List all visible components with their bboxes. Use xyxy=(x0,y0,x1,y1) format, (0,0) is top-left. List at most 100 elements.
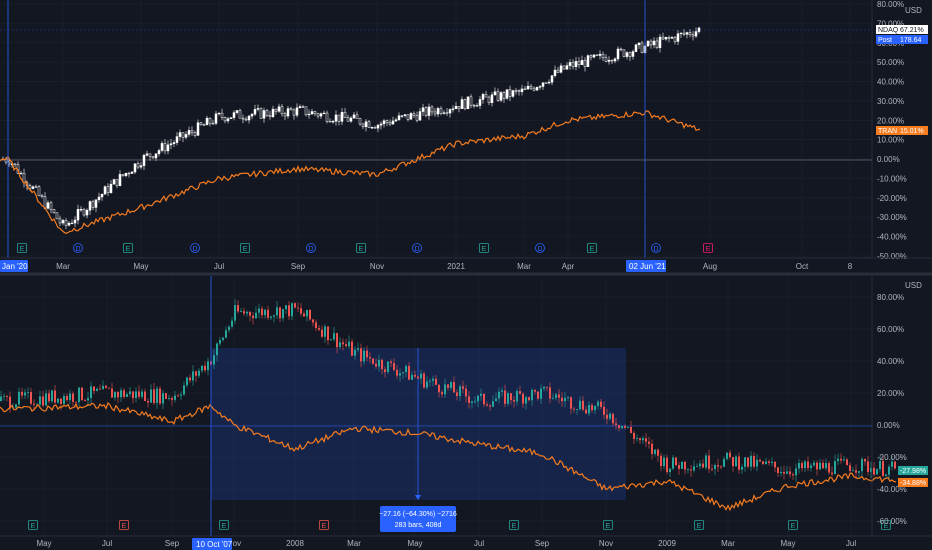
top-y-tick-label: 20.00% xyxy=(877,116,904,125)
series-a-candle xyxy=(117,392,119,398)
series-a-candle xyxy=(762,461,764,465)
series-a-candle xyxy=(222,337,224,340)
ndaq-candle xyxy=(376,124,380,129)
series-a-candle xyxy=(750,455,752,467)
ndaq-candle xyxy=(157,150,161,154)
series-a-candle xyxy=(795,468,797,476)
ndaq-candle xyxy=(322,112,326,115)
series-a-candle xyxy=(717,465,719,467)
ndaq-candle xyxy=(310,111,314,115)
measure-range[interactable] xyxy=(211,348,626,500)
series-a-candle xyxy=(864,458,866,462)
series-a-candle xyxy=(846,459,848,466)
ndaq-candle xyxy=(184,134,188,138)
series-a-candle xyxy=(855,470,857,473)
series-a-candle xyxy=(450,382,452,388)
ndaq-candle xyxy=(448,109,452,114)
ndaq-candle xyxy=(88,201,92,211)
ndaq-candle xyxy=(421,107,425,112)
top-x-tick-label: Oct xyxy=(796,262,809,271)
series-a-candle xyxy=(486,404,488,406)
series-a-candle xyxy=(888,466,890,475)
tran-name: TRAN xyxy=(878,128,897,135)
ndaq-candle xyxy=(244,118,248,121)
bottom-x-tick-label: 2009 xyxy=(658,539,676,548)
top-x-tick-label: May xyxy=(133,262,148,271)
ndaq-candle xyxy=(640,42,644,53)
ndaq-candle xyxy=(241,117,245,120)
event-marker-letter: E xyxy=(590,246,595,253)
series-a-candle xyxy=(15,404,17,408)
series-a-candle xyxy=(408,365,410,380)
series-a-candle xyxy=(606,414,608,419)
bottom-y-tick-label: 0.00% xyxy=(877,421,900,430)
ndaq-candle xyxy=(520,88,524,92)
series-a-candle xyxy=(753,455,755,467)
ndaq-candle xyxy=(463,99,467,110)
ndaq-candle xyxy=(52,209,56,214)
ndaq-candle xyxy=(295,107,299,116)
ndaq-candle xyxy=(217,112,221,115)
ndaq-candle xyxy=(439,108,443,114)
bottom-y-tick-label: 40.00% xyxy=(877,357,904,366)
series-a-candle xyxy=(3,395,5,397)
earnings-marker xyxy=(703,243,713,253)
series-a-candle xyxy=(228,326,230,331)
ndaq-candle xyxy=(106,186,110,193)
dividend-marker xyxy=(190,243,200,253)
bottom-y-tick-label: -40.00% xyxy=(877,485,907,494)
series-a-candle xyxy=(534,389,536,392)
ndaq-candle xyxy=(682,32,686,35)
ndaq-candle xyxy=(679,32,683,35)
series-a-candle xyxy=(825,463,827,469)
ndaq-candle xyxy=(265,110,269,116)
series-a-candle xyxy=(150,389,152,403)
top-x-tick-label: 8 xyxy=(848,262,853,271)
series-a-candle xyxy=(498,391,500,399)
post-label: Post 178.64 xyxy=(876,35,928,44)
series-a-candle xyxy=(684,461,686,470)
ndaq-candle xyxy=(550,75,554,83)
event-marker-letter: D xyxy=(653,246,658,253)
event-marker-letter: E xyxy=(706,246,711,253)
ndaq-candle xyxy=(388,122,392,125)
series-a-candle xyxy=(729,452,731,458)
ndaq-candle xyxy=(697,27,701,32)
ndaq-candle xyxy=(127,172,131,175)
earnings-marker xyxy=(240,243,250,253)
series-a-candle xyxy=(285,305,287,310)
ndaq-candle xyxy=(115,179,119,186)
series-a-candle xyxy=(249,311,251,316)
event-marker-letter: E xyxy=(322,523,327,530)
series-a-candle xyxy=(672,457,674,469)
series-a-candle xyxy=(141,391,143,397)
series-a-candle xyxy=(411,374,413,380)
ndaq-candle xyxy=(490,94,494,103)
series-a-candle xyxy=(822,462,824,469)
ndaq-candle xyxy=(526,85,530,90)
series-a-candle xyxy=(474,401,476,403)
ndaq-candle xyxy=(250,113,254,117)
ndaq-candle xyxy=(154,153,158,159)
series-a-candle xyxy=(0,396,2,401)
ndaq-candle xyxy=(142,154,146,166)
ndaq-candle xyxy=(400,115,404,117)
ndaq-candle xyxy=(670,37,674,39)
ndaq-candle xyxy=(355,114,359,119)
series-a-candle xyxy=(807,461,809,469)
ndaq-candle xyxy=(205,117,209,126)
series-a-candle xyxy=(81,387,83,400)
ndaq-candle xyxy=(454,106,458,110)
series-a-candle xyxy=(93,386,95,391)
series-a-candle xyxy=(453,382,455,393)
ndaq-candle xyxy=(541,82,545,87)
series-a-candle xyxy=(183,385,185,395)
ndaq-candle xyxy=(427,106,431,116)
series-a-candle xyxy=(660,455,662,467)
bottom-earnings-marker xyxy=(219,520,229,530)
tran-series-line xyxy=(0,110,701,234)
series-a-candle xyxy=(618,425,620,429)
ndaq-candle xyxy=(436,108,440,115)
event-marker-letter: D xyxy=(192,246,197,253)
ndaq-candle xyxy=(574,61,578,67)
